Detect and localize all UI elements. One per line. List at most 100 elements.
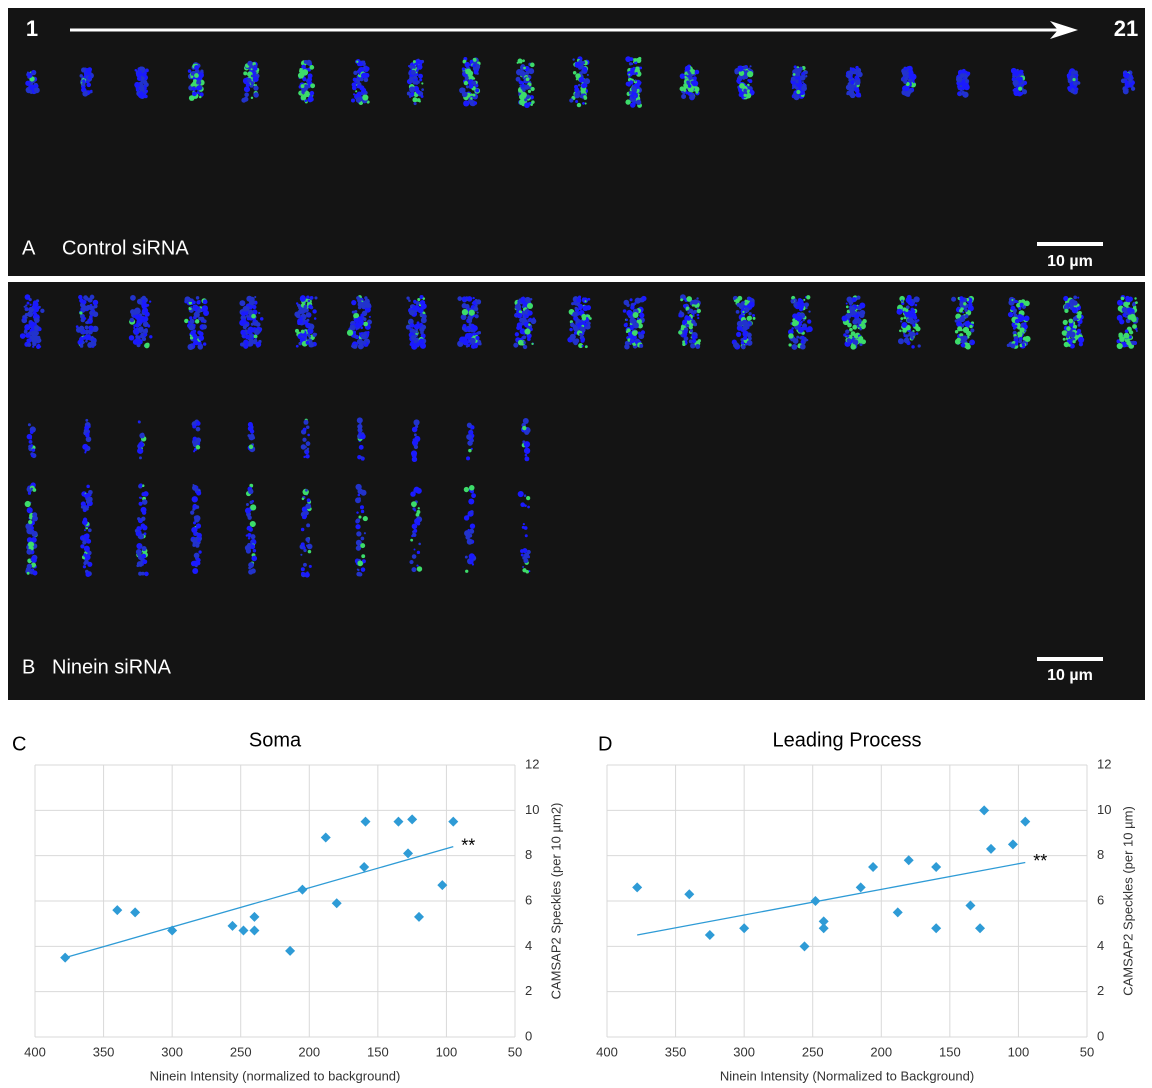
speck — [251, 97, 253, 99]
speck — [692, 335, 697, 340]
speck — [26, 338, 31, 343]
speck — [32, 70, 35, 73]
speck — [142, 499, 148, 505]
speck — [248, 489, 253, 494]
speck — [962, 88, 964, 90]
speck — [81, 506, 84, 509]
speck — [582, 321, 585, 324]
speck — [472, 93, 475, 96]
speck — [753, 317, 756, 320]
speck — [520, 502, 525, 507]
speck — [188, 69, 192, 73]
speck — [692, 339, 696, 343]
y-tick-label: 12 — [525, 756, 539, 771]
speck — [681, 327, 684, 330]
speck — [196, 491, 201, 496]
speck — [736, 332, 741, 337]
speck — [1015, 300, 1018, 303]
speck — [361, 73, 367, 79]
speck — [856, 92, 861, 97]
speck — [457, 296, 462, 301]
speck — [847, 323, 852, 328]
speck — [85, 533, 90, 538]
point — [684, 889, 694, 899]
speck — [81, 331, 84, 334]
y-axis-label: CAMSAP2 Speckles (per 10 µm) — [1120, 806, 1135, 996]
speck — [585, 103, 587, 105]
speck — [473, 77, 475, 79]
speck — [24, 306, 26, 308]
speck — [26, 528, 32, 534]
speck — [92, 342, 96, 346]
speck — [683, 89, 686, 92]
speck — [521, 323, 523, 325]
speck — [414, 518, 420, 524]
speck — [357, 91, 362, 96]
speck — [355, 524, 360, 529]
speck — [578, 84, 581, 87]
speck — [412, 533, 416, 537]
speck — [85, 322, 87, 324]
speck — [526, 496, 530, 500]
speck — [850, 80, 854, 84]
panel-letter: D — [598, 733, 612, 755]
speck — [1132, 303, 1136, 307]
speck — [634, 95, 637, 98]
speck — [750, 65, 752, 67]
speck — [241, 318, 247, 324]
speck — [420, 296, 423, 299]
speck — [248, 343, 252, 347]
speck — [965, 314, 969, 318]
speck — [808, 310, 810, 312]
speck — [137, 517, 140, 520]
speck — [686, 324, 689, 327]
speck — [307, 544, 313, 550]
speck — [306, 319, 309, 322]
speck — [794, 304, 797, 307]
speck — [196, 445, 201, 450]
speck — [31, 568, 34, 571]
speck — [906, 326, 909, 329]
speck — [142, 316, 144, 318]
speck — [698, 339, 701, 342]
speck — [247, 61, 252, 66]
speck — [423, 297, 426, 300]
x-tick-label: 350 — [93, 1044, 115, 1059]
speck — [409, 86, 415, 92]
speck — [145, 312, 150, 317]
speck — [420, 323, 423, 326]
speck — [25, 501, 31, 507]
speck — [306, 312, 310, 316]
speck — [82, 79, 85, 82]
speck — [910, 336, 913, 339]
speck — [85, 329, 89, 333]
speck — [459, 337, 465, 343]
speck — [307, 434, 310, 437]
speck — [957, 326, 962, 331]
annotation: ** — [1033, 851, 1047, 871]
speck — [138, 337, 141, 340]
speck — [30, 444, 33, 447]
speck — [522, 305, 525, 308]
speck — [196, 505, 200, 509]
speck — [418, 74, 423, 79]
speck — [32, 342, 37, 347]
speck — [353, 93, 355, 95]
speck — [416, 510, 420, 514]
speck — [416, 69, 419, 72]
speck — [688, 72, 691, 75]
x-tick-label: 350 — [665, 1044, 687, 1059]
speck — [788, 343, 791, 346]
speck — [906, 72, 909, 75]
speck — [32, 448, 36, 452]
speck — [192, 508, 195, 511]
speck — [464, 81, 468, 85]
speck — [747, 316, 752, 321]
speck — [411, 344, 417, 350]
speck — [693, 322, 697, 326]
speck — [187, 344, 193, 350]
speck — [1135, 301, 1138, 304]
speck — [1073, 81, 1077, 85]
speck — [527, 303, 533, 309]
